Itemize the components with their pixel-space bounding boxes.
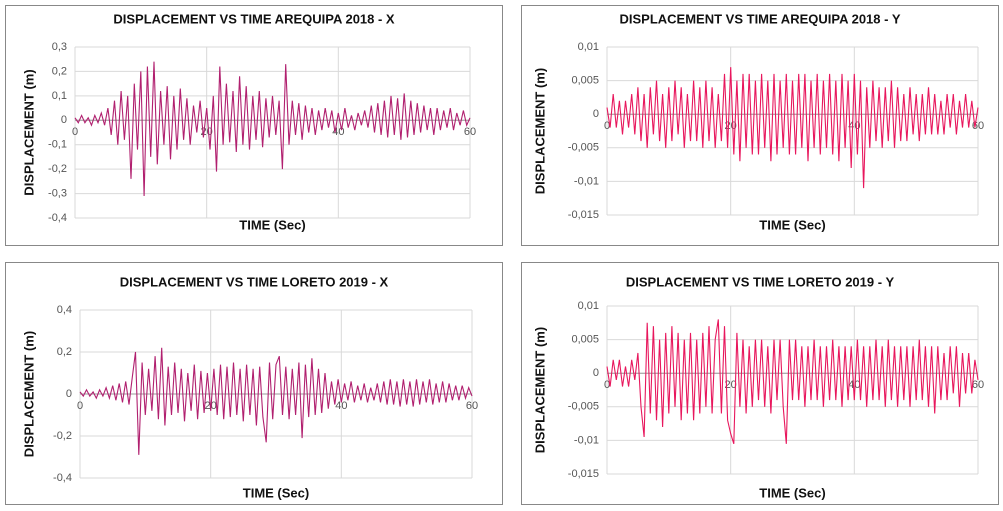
data-line: [79, 347, 473, 455]
y-tick-label: 0,3: [52, 41, 67, 53]
data-line: [606, 67, 979, 189]
y-tick-label: -0,01: [574, 434, 599, 446]
x-tick-label: 60: [466, 400, 478, 412]
y-tick-label: -0,1: [48, 139, 67, 151]
x-tick-label: 60: [464, 126, 476, 138]
x-tick-label: 60: [972, 120, 984, 132]
chart-title: DISPLACEMENT VS TIME AREQUIPA 2018 - Y: [620, 11, 901, 26]
y-tick-label: -0,015: [568, 209, 599, 221]
y-tick-label: -0,01: [574, 175, 599, 187]
y-axis-label: DISPLACEMENT (m): [532, 327, 547, 453]
y-tick-label: 0: [593, 367, 599, 379]
y-tick-label: 0,01: [578, 300, 599, 312]
x-tick-label: 0: [604, 120, 610, 132]
y-tick-label: 0,2: [57, 346, 72, 358]
x-tick-label: 20: [725, 379, 737, 391]
y-tick-label: 0: [66, 388, 72, 400]
x-tick-label: 40: [848, 120, 860, 132]
x-tick-label: 40: [335, 400, 347, 412]
x-tick-label: 60: [972, 379, 984, 391]
x-tick-label: 0: [604, 379, 610, 391]
y-tick-label: 0: [61, 114, 67, 126]
y-tick-label: 0,01: [578, 41, 599, 53]
panel: [521, 262, 999, 505]
chart-title: DISPLACEMENT VS TIME AREQUIPA 2018 - X: [113, 11, 395, 26]
y-tick-label: -0,015: [568, 468, 599, 480]
y-tick-label: -0,3: [48, 187, 67, 199]
y-tick-label: -0,005: [568, 142, 599, 154]
x-axis-label: TIME (Sec): [759, 485, 825, 500]
y-tick-label: 0,005: [571, 334, 599, 346]
x-tick-label: 40: [848, 379, 860, 391]
data-line: [606, 319, 979, 444]
chart-title: DISPLACEMENT VS TIME LORETO 2019 - Y: [626, 274, 895, 289]
y-tick-label: -0,2: [53, 430, 72, 442]
y-axis-label: DISPLACEMENT (m): [21, 331, 36, 457]
y-axis-label: DISPLACEMENT (m): [532, 68, 547, 194]
x-axis-label: TIME (Sec): [759, 217, 825, 232]
chart-title: DISPLACEMENT VS TIME LORETO 2019 - X: [120, 274, 389, 289]
y-tick-label: 0,4: [57, 304, 72, 316]
data-line: [74, 61, 471, 197]
x-axis-label: TIME (Sec): [239, 217, 305, 232]
y-tick-label: -0,4: [53, 472, 72, 484]
y-tick-label: -0,2: [48, 163, 67, 175]
x-axis-label: TIME (Sec): [243, 485, 309, 500]
y-tick-label: -0,005: [568, 401, 599, 413]
x-tick-label: 20: [725, 120, 737, 132]
y-tick-label: 0,005: [571, 75, 599, 87]
y-axis-label: DISPLACEMENT (m): [21, 69, 36, 195]
y-tick-label: 0,1: [52, 90, 67, 102]
y-tick-label: 0: [593, 108, 599, 120]
y-tick-label: 0,2: [52, 65, 67, 77]
y-tick-label: -0,4: [48, 212, 67, 224]
x-tick-label: 0: [77, 400, 83, 412]
x-tick-label: 0: [72, 126, 78, 138]
